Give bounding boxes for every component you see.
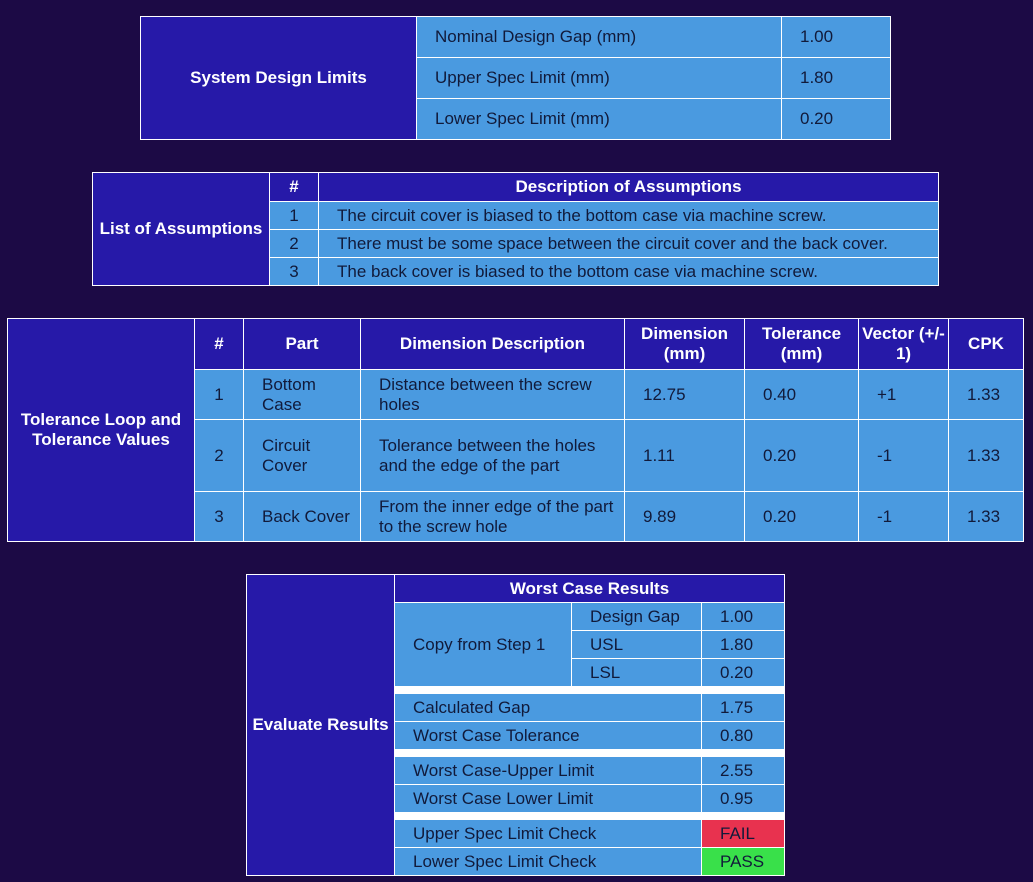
row-cpk: 1.33 bbox=[948, 419, 1024, 492]
row-num: 1 bbox=[194, 369, 244, 420]
section-divider bbox=[247, 686, 785, 694]
row-part: Bottom Case bbox=[243, 369, 361, 420]
limit-label: Upper Spec Limit (mm) bbox=[416, 57, 782, 99]
row-cpk: 1.33 bbox=[948, 491, 1024, 542]
row-dim: 12.75 bbox=[624, 369, 745, 420]
limit-label: Worst Case-Upper Limit bbox=[394, 756, 702, 785]
tolerance-title: Tolerance Loop and Tolerance Values bbox=[7, 318, 195, 542]
status-badge: FAIL bbox=[701, 819, 785, 848]
copy-from-step-label: Copy from Step 1 bbox=[394, 602, 572, 687]
results-header: Worst Case Results bbox=[394, 574, 785, 603]
check-label: Lower Spec Limit Check bbox=[394, 847, 702, 876]
table-row: 2 Circuit Cover Tolerance between the ho… bbox=[8, 419, 1024, 492]
results-table: Evaluate Results Worst Case Results Copy… bbox=[246, 574, 785, 876]
status-badge: PASS bbox=[701, 847, 785, 876]
assumption-num: 2 bbox=[269, 229, 319, 258]
system-design-limits-title: System Design Limits bbox=[140, 16, 417, 140]
tolerance-tol-header: Tolerance (mm) bbox=[744, 318, 859, 370]
limit-label: Worst Case Lower Limit bbox=[394, 784, 702, 813]
tolerance-cpk-header: CPK bbox=[948, 318, 1024, 370]
copy-value: 0.20 bbox=[701, 658, 785, 687]
assumptions-num-header: # bbox=[269, 172, 319, 202]
section-divider bbox=[247, 749, 785, 757]
table-row: 1 Bottom Case Distance between the screw… bbox=[8, 369, 1024, 420]
row-tol: 0.40 bbox=[744, 369, 859, 420]
tolerance-vec-header: Vector (+/- 1) bbox=[858, 318, 949, 370]
calc-label: Calculated Gap bbox=[394, 693, 702, 722]
check-label: Upper Spec Limit Check bbox=[394, 819, 702, 848]
assumption-text: There must be some space between the cir… bbox=[318, 229, 939, 258]
limit-value: 1.00 bbox=[781, 16, 891, 58]
limit-value: 0.95 bbox=[701, 784, 785, 813]
tolerance-num-header: # bbox=[194, 318, 244, 370]
row-dim: 1.11 bbox=[624, 419, 745, 492]
row-dim: 9.89 bbox=[624, 491, 745, 542]
row-tol: 0.20 bbox=[744, 419, 859, 492]
limit-label: Nominal Design Gap (mm) bbox=[416, 16, 782, 58]
limit-label: Lower Spec Limit (mm) bbox=[416, 98, 782, 140]
row-desc: Tolerance between the holes and the edge… bbox=[360, 419, 625, 492]
tolerance-part-header: Part bbox=[243, 318, 361, 370]
copy-value: 1.00 bbox=[701, 602, 785, 631]
assumption-num: 1 bbox=[269, 201, 319, 230]
row-cpk: 1.33 bbox=[948, 369, 1024, 420]
row-num: 3 bbox=[194, 491, 244, 542]
copy-label: USL bbox=[571, 630, 702, 659]
system-design-limits-table: System Design Limits Nominal Design Gap … bbox=[140, 16, 891, 140]
tolerance-desc-header: Dimension Description bbox=[360, 318, 625, 370]
section-divider bbox=[247, 812, 785, 820]
limit-value: 2.55 bbox=[701, 756, 785, 785]
limit-value: 1.80 bbox=[781, 57, 891, 99]
row-part: Circuit Cover bbox=[243, 419, 361, 492]
tolerance-table: Tolerance Loop and Tolerance Values # Pa… bbox=[7, 318, 1024, 542]
limit-value: 0.20 bbox=[781, 98, 891, 140]
row-tol: 0.20 bbox=[744, 491, 859, 542]
row-num: 2 bbox=[194, 419, 244, 492]
row-part: Back Cover bbox=[243, 491, 361, 542]
assumptions-title: List of Assumptions bbox=[92, 172, 270, 286]
copy-label: Design Gap bbox=[571, 602, 702, 631]
assumption-text: The circuit cover is biased to the botto… bbox=[318, 201, 939, 230]
copy-value: 1.80 bbox=[701, 630, 785, 659]
calc-value: 0.80 bbox=[701, 721, 785, 750]
row-desc: From the inner edge of the part to the s… bbox=[360, 491, 625, 542]
calc-value: 1.75 bbox=[701, 693, 785, 722]
table-row: 3 Back Cover From the inner edge of the … bbox=[8, 491, 1024, 542]
assumptions-desc-header: Description of Assumptions bbox=[318, 172, 939, 202]
assumptions-table: List of Assumptions # Description of Ass… bbox=[92, 172, 939, 286]
assumption-text: The back cover is biased to the bottom c… bbox=[318, 257, 939, 286]
row-vec: +1 bbox=[858, 369, 949, 420]
calc-label: Worst Case Tolerance bbox=[394, 721, 702, 750]
row-vec: -1 bbox=[858, 419, 949, 492]
row-desc: Distance between the screw holes bbox=[360, 369, 625, 420]
results-title: Evaluate Results bbox=[246, 574, 395, 876]
assumption-num: 3 bbox=[269, 257, 319, 286]
copy-label: LSL bbox=[571, 658, 702, 687]
row-vec: -1 bbox=[858, 491, 949, 542]
tolerance-dim-header: Dimension (mm) bbox=[624, 318, 745, 370]
